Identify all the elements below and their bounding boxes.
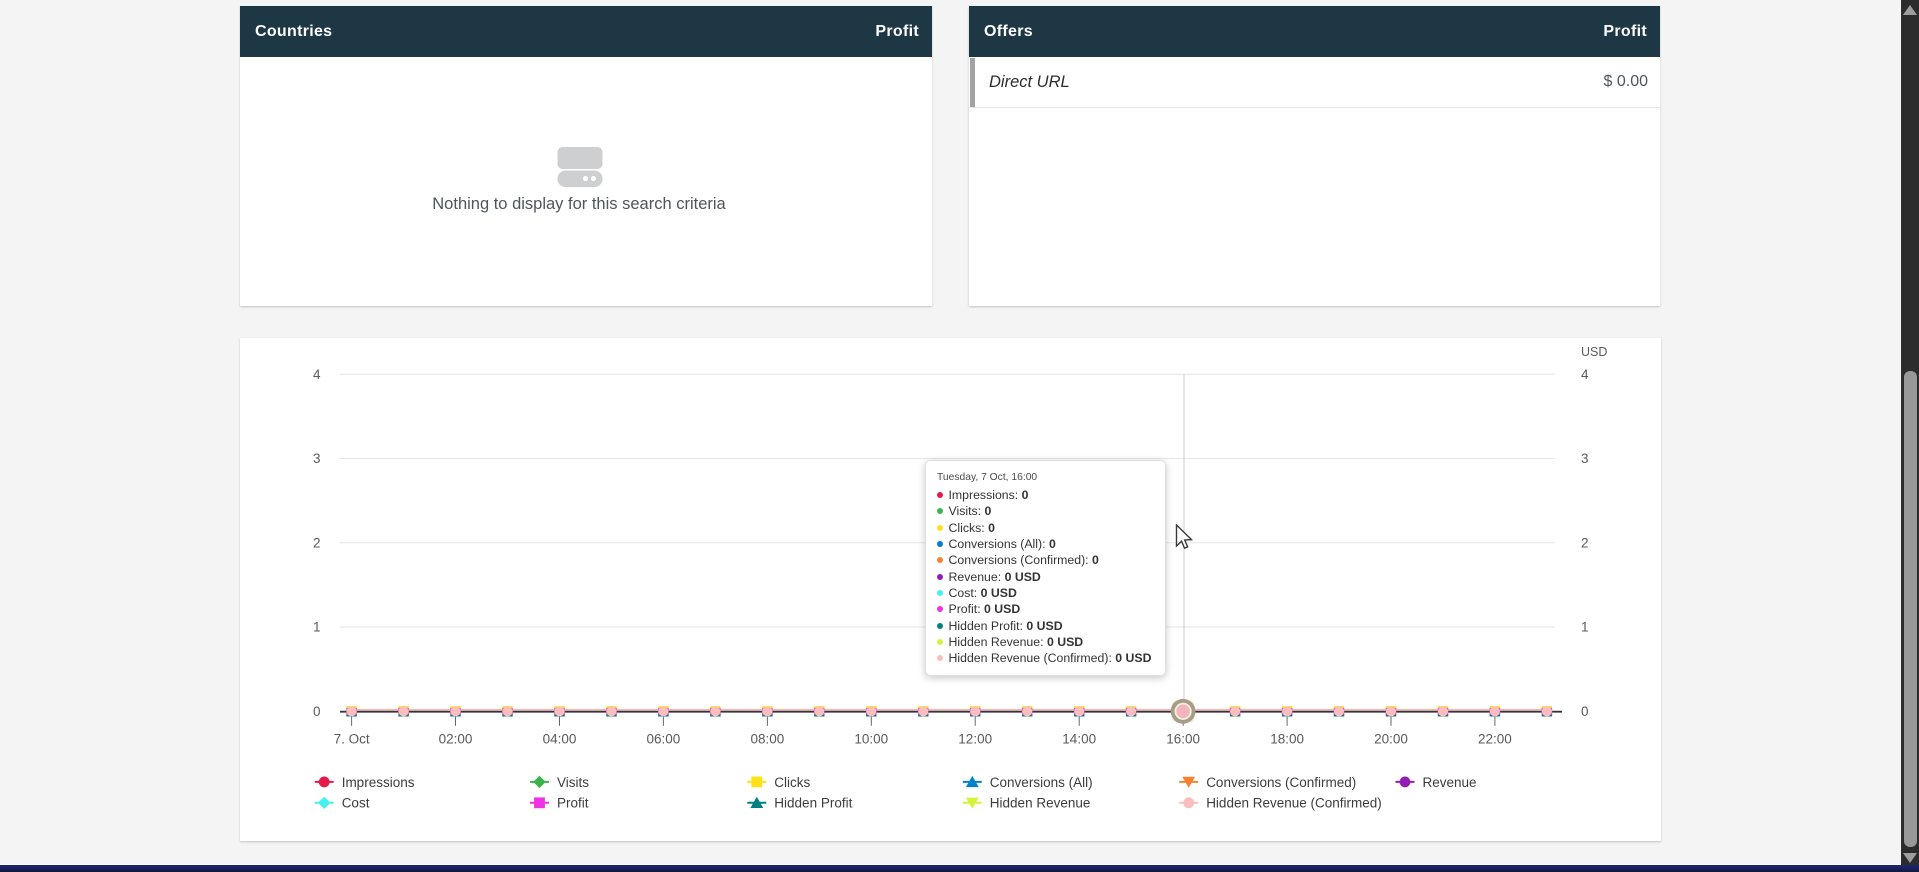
svg-text:2: 2 [1581,536,1589,551]
svg-text:4: 4 [1581,367,1589,382]
svg-text:Hidden Revenue (Confirmed): Hidden Revenue (Confirmed) [1206,796,1382,811]
svg-text:0: 0 [1581,704,1589,719]
svg-text:02:00: 02:00 [439,732,473,747]
svg-text:4: 4 [313,367,321,382]
svg-text:10:00: 10:00 [854,732,888,747]
svg-text:USD: USD [1581,345,1607,359]
svg-text:1: 1 [313,620,321,635]
svg-text:22:00: 22:00 [1478,732,1512,747]
svg-text:12:00: 12:00 [958,732,992,747]
svg-text:1: 1 [1581,620,1589,635]
svg-text:20:00: 20:00 [1374,732,1408,747]
svg-text:Impressions: Impressions [342,775,415,790]
svg-text:Revenue: Revenue [1423,775,1477,790]
svg-text:08:00: 08:00 [751,732,785,747]
svg-text:Profit: Profit [557,796,589,811]
svg-text:14:00: 14:00 [1062,732,1096,747]
svg-text:Hidden Revenue: Hidden Revenue [990,796,1091,811]
svg-text:Visits: Visits [557,775,589,790]
svg-text:7. Oct: 7. Oct [334,732,370,747]
svg-text:2: 2 [313,536,321,551]
svg-text:Conversions (All): Conversions (All) [990,775,1093,790]
svg-text:3: 3 [313,451,321,466]
svg-text:3: 3 [1581,451,1589,466]
svg-text:Cost: Cost [342,796,370,811]
svg-text:04:00: 04:00 [543,732,577,747]
svg-text:Conversions (Confirmed): Conversions (Confirmed) [1206,775,1356,790]
svg-text:18:00: 18:00 [1270,732,1304,747]
svg-text:Hidden Profit: Hidden Profit [774,796,852,811]
svg-text:16:00: 16:00 [1166,732,1200,747]
svg-text:06:00: 06:00 [647,732,681,747]
svg-text:Clicks: Clicks [774,775,810,790]
svg-text:0: 0 [313,704,321,719]
